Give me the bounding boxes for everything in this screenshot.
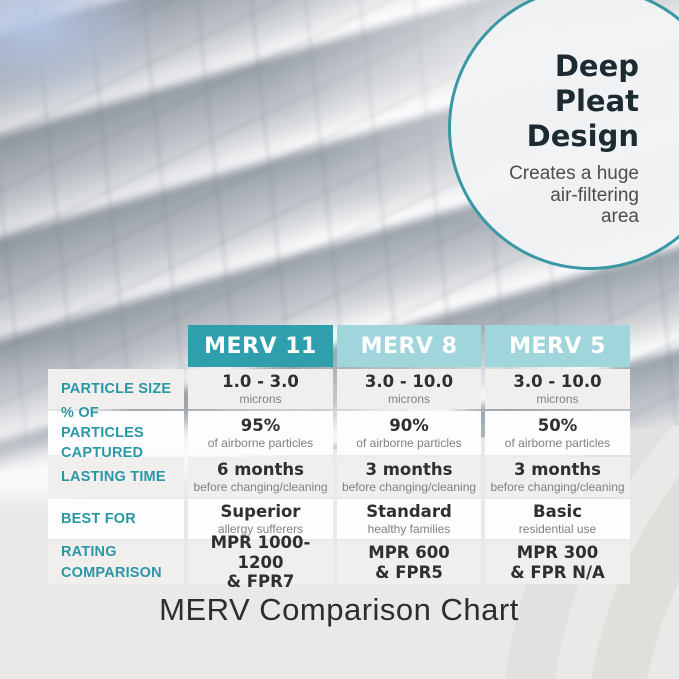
row-label-rating-comparison: RATING COMPARISON: [48, 541, 184, 584]
column-header-merv-5: MERV 5: [485, 325, 630, 367]
merv-comparison-table: MERV 11 MERV 8 MERV 5 PARTICLE SIZE 1.0 …: [48, 325, 630, 591]
chart-caption: MERV Comparison Chart: [159, 592, 519, 627]
cell-subtext: microns: [387, 391, 430, 406]
cell-merv11-particle-size: 1.0 - 3.0 microns: [188, 369, 333, 409]
cell-merv5-lasting-time: 3 months before changing/cleaning: [485, 457, 630, 497]
cell-subtext: allergy sufferers: [217, 521, 304, 536]
table-corner-spacer: [48, 325, 184, 367]
cell-merv8-rating: MPR 600 & FPR5: [337, 541, 481, 584]
callout-title: Deep Pleat Design: [526, 49, 639, 153]
deep-pleat-callout-circle: Deep Pleat Design Creates a huge air-fil…: [448, 0, 679, 270]
cell-value: Basic: [533, 501, 582, 521]
cell-merv11-lasting-time: 6 months before changing/cleaning: [188, 457, 333, 497]
cell-merv5-captured: 50% of airborne particles: [485, 411, 630, 455]
cell-subtext: of airborne particles: [356, 435, 462, 450]
cell-value: Superior: [220, 501, 301, 521]
row-label-particle-size: PARTICLE SIZE: [48, 369, 184, 409]
cell-subtext: before changing/cleaning: [490, 479, 625, 494]
cell-subtext: healthy families: [367, 521, 451, 536]
photo-blue-highlight: [0, 0, 170, 110]
cell-merv8-captured: 90% of airborne particles: [337, 411, 481, 455]
cell-value: Standard: [366, 501, 452, 521]
cell-subtext: of airborne particles: [504, 435, 611, 450]
cell-subtext: before changing/cleaning: [341, 479, 477, 494]
row-label-lasting-time: LASTING TIME: [48, 457, 184, 497]
cell-value: 3.0 - 10.0: [513, 371, 602, 391]
cell-merv11-best-for: Superior allergy sufferers: [188, 499, 333, 539]
cell-value: 3 months: [514, 459, 601, 479]
callout-subtitle: Creates a huge air-filtering area: [509, 163, 639, 227]
cell-value: 3.0 - 10.0: [364, 371, 454, 391]
cell-merv11-rating: MPR 1000-1200 & FPR7: [188, 533, 333, 591]
cell-merv8-particle-size: 3.0 - 10.0 microns: [337, 369, 481, 409]
cell-merv8-lasting-time: 3 months before changing/cleaning: [337, 457, 481, 497]
cell-subtext: microns: [239, 391, 282, 406]
cell-merv5-rating: MPR 300 & FPR N/A: [485, 541, 630, 584]
cell-value: 50%: [537, 415, 578, 435]
cell-subtext: microns: [536, 391, 579, 406]
cell-subtext: before changing/cleaning: [193, 479, 328, 494]
callout-text-block: Deep Pleat Design Creates a huge air-fil…: [509, 49, 639, 227]
column-header-merv-11: MERV 11: [188, 325, 333, 367]
cell-value: MPR 600 & FPR5: [368, 542, 450, 582]
cell-merv8-best-for: Standard healthy families: [337, 499, 481, 539]
cell-subtext: residential use: [518, 521, 597, 536]
cell-value: 90%: [389, 415, 429, 435]
cell-value: 95%: [240, 415, 281, 435]
cell-subtext: of airborne particles: [207, 435, 314, 450]
cell-value: MPR 300 & FPR N/A: [510, 542, 605, 582]
cell-value: 1.0 - 3.0: [222, 371, 299, 391]
cell-merv11-captured: 95% of airborne particles: [188, 411, 333, 455]
row-label-particles-captured: % OF PARTICLES CAPTURED: [48, 405, 184, 461]
cell-value: MPR 1000-1200 & FPR7: [210, 532, 311, 592]
row-label-best-for: BEST FOR: [48, 499, 184, 539]
cell-merv5-particle-size: 3.0 - 10.0 microns: [485, 369, 630, 409]
cell-value: 6 months: [217, 459, 304, 479]
cell-value: 3 months: [365, 459, 453, 479]
column-header-merv-8: MERV 8: [337, 325, 481, 367]
cell-merv5-best-for: Basic residential use: [485, 499, 630, 539]
